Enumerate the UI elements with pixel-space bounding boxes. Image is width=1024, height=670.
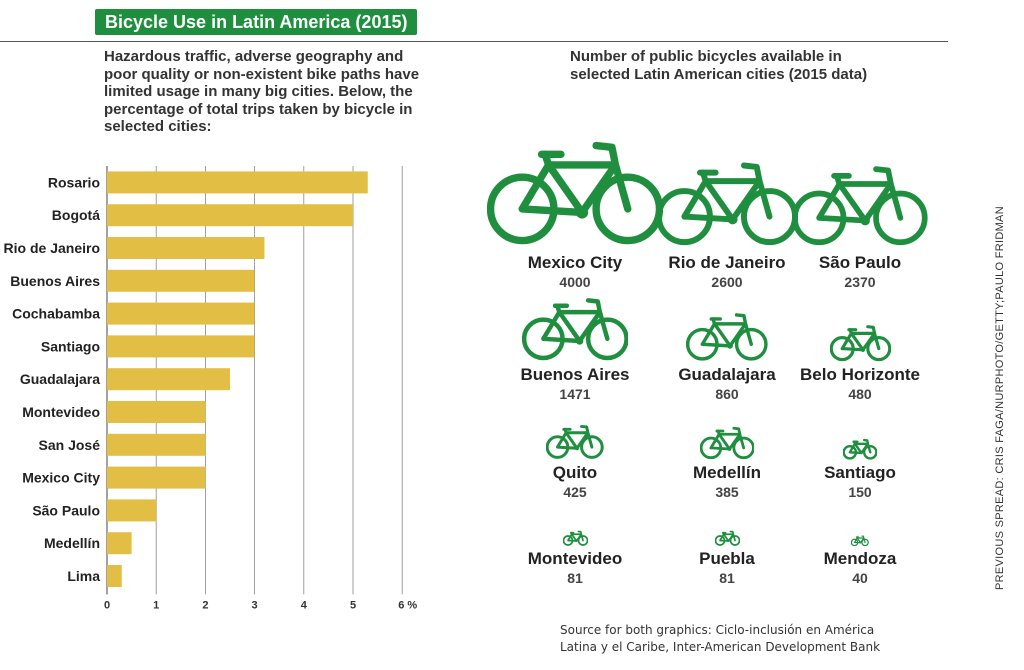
city-bike-item: Mendoza 40: [770, 535, 950, 587]
bike-count: 385: [715, 483, 739, 500]
bar: [107, 269, 255, 292]
category-label: Medellín: [44, 535, 100, 551]
bar: [107, 237, 265, 259]
x-tick-label: 6 %: [398, 599, 417, 610]
bicycle-icon: [686, 312, 768, 361]
bicycle-icon: [842, 439, 878, 460]
category-label: Rio de Janeiro: [4, 240, 100, 256]
city-name: Quito: [552, 462, 598, 482]
category-label: Bogotá: [52, 207, 100, 223]
bar: [107, 532, 132, 555]
bicycle-icon: [792, 166, 928, 246]
bar: [107, 466, 206, 489]
bike-count: 81: [719, 569, 735, 586]
x-tick-label: 2: [202, 599, 208, 610]
title-rule: [0, 41, 948, 42]
bicycle-icon: [714, 530, 740, 546]
city-name: Guadalajara: [678, 364, 776, 384]
x-tick-label: 5: [350, 599, 356, 610]
city-name: Rio de Janeiro: [668, 252, 786, 272]
city-bike-item: Buenos Aires 1471: [485, 294, 665, 403]
city-name: Medellín: [692, 462, 761, 482]
city-name: Santiago: [824, 462, 896, 482]
chart-title: Bicycle Use in Latin America (2015): [95, 9, 418, 35]
bar: [107, 565, 122, 587]
bar: [107, 171, 368, 194]
bicycle-icon: [851, 535, 869, 546]
bicycle-icon: [829, 325, 891, 362]
bar: [107, 433, 206, 456]
x-tick-label: 3: [252, 599, 258, 610]
bar: [107, 302, 255, 325]
bar: [107, 368, 230, 391]
bike-count: 860: [715, 385, 739, 402]
x-tick-label: 4: [301, 599, 308, 610]
bike-count: 40: [852, 570, 868, 587]
bar-chart: Rosario Bogotá Rio de Janeiro Buenos Aires C…: [4, 166, 417, 610]
category-label: São Paulo: [32, 502, 100, 518]
category-label: Cochabamba: [12, 306, 100, 322]
bicycle-icon: [562, 530, 588, 546]
bike-count: 2600: [711, 273, 743, 290]
bicycle-icon: [699, 426, 755, 460]
category-label: Mexico City: [22, 470, 100, 486]
city-bike-item: São Paulo 2370: [770, 161, 950, 291]
city-bike-item: Guadalajara 860: [637, 310, 817, 403]
category-label: San José: [39, 437, 101, 453]
bicycle-icon: [546, 425, 604, 460]
city-bike-item: Santiago 150: [770, 438, 950, 501]
bike-count: 2370: [844, 273, 876, 290]
category-label: Rosario: [48, 174, 100, 190]
bike-count: 150: [848, 483, 872, 500]
city-bike-item: Belo Horizonte 480: [770, 323, 950, 403]
bike-count: 425: [563, 483, 587, 500]
bar: [107, 401, 206, 423]
pictogram-description: Number of public bicycles available in s…: [570, 48, 868, 83]
category-label: Santiago: [41, 338, 100, 354]
bar: [107, 204, 353, 227]
source-note: Source for both graphics: Ciclo-inclusió…: [560, 623, 881, 654]
bicycle-icon: [521, 297, 629, 360]
city-name: Mendoza: [823, 549, 897, 569]
bar: [107, 499, 157, 522]
bike-count: 1471: [559, 385, 591, 402]
category-label: Lima: [67, 568, 100, 584]
bike-count: 4000: [559, 273, 591, 290]
city-name: Mexico City: [527, 252, 623, 272]
bike-count: 480: [848, 385, 872, 402]
city-bike-item: Puebla 81: [637, 530, 817, 587]
bike-count: 81: [567, 569, 583, 586]
x-tick-label: 1: [153, 599, 159, 610]
city-bike-item: Medellín 385: [637, 425, 817, 501]
category-label: Buenos Aires: [10, 273, 100, 289]
bar: [107, 335, 255, 358]
city-name: Montevideo: [527, 548, 623, 568]
city-bike-item: Montevideo 81: [485, 530, 665, 587]
city-bike-item: Mexico City 4000: [485, 135, 665, 291]
city-name: Buenos Aires: [520, 364, 630, 384]
x-tick-label: 0: [104, 599, 110, 610]
bar-chart-description: Hazardous traffic, adverse geography and…: [104, 48, 420, 135]
category-label: Guadalajara: [20, 371, 100, 387]
photo-credit: PREVIOUS SPREAD: CRIS FAGA/NURPHOTO/GETT…: [994, 206, 1006, 590]
city-name: Belo Horizonte: [800, 364, 920, 384]
category-label: Montevideo: [22, 404, 100, 420]
city-name: Puebla: [699, 548, 755, 568]
city-name: São Paulo: [818, 252, 902, 272]
city-bike-item: Quito 425: [485, 423, 665, 501]
